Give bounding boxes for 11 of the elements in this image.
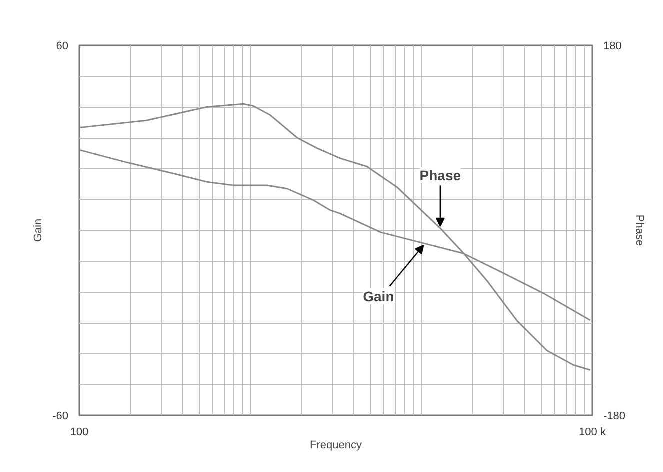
x-axis-title: Frequency (310, 440, 362, 452)
annotation: Gain (363, 288, 394, 304)
annotation: Phase (420, 167, 462, 184)
y-tick-label: -60 (52, 410, 69, 422)
y2-axis-title: Phase (634, 214, 646, 246)
y2-tick-label: 180 (604, 40, 622, 52)
y2-tick-label: -180 (604, 410, 626, 422)
y-tick-label: 60 (56, 40, 69, 52)
y-axis-title: Gain (32, 218, 45, 242)
x-tick-label: 100 k (579, 426, 606, 438)
x-tick-label: 100 (70, 426, 89, 438)
